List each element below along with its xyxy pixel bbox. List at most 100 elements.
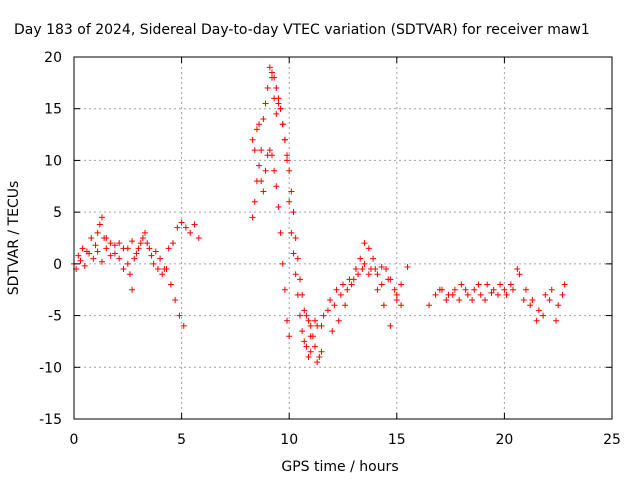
data-point <box>277 229 284 236</box>
data-point <box>275 95 282 102</box>
data-point <box>92 242 99 249</box>
y-axis-title: SDTVAR / TECUs <box>6 181 22 296</box>
data-point <box>456 297 463 304</box>
y-tick-label: 10 <box>44 153 62 169</box>
data-point <box>107 252 114 259</box>
data-point <box>501 286 508 293</box>
data-point <box>514 266 521 273</box>
data-point <box>90 255 97 262</box>
data-point <box>320 312 327 319</box>
data-point <box>331 302 338 309</box>
data-point <box>443 297 450 304</box>
data-point <box>301 338 308 345</box>
data-point <box>279 260 286 267</box>
tick-marks <box>73 56 613 420</box>
data-point <box>273 85 280 92</box>
data-point <box>458 281 465 288</box>
data-point <box>535 307 542 314</box>
data-point <box>462 286 469 293</box>
data-point <box>292 235 299 241</box>
y-tick-label: 20 <box>44 50 62 66</box>
data-point <box>288 188 295 195</box>
data-point <box>139 235 146 241</box>
data-point <box>120 266 127 273</box>
data-point <box>383 266 390 273</box>
data-point <box>561 281 568 288</box>
data-point <box>324 307 331 314</box>
data-point <box>546 297 553 304</box>
data-point <box>497 281 504 288</box>
data-point <box>253 126 260 133</box>
data-point <box>98 214 105 221</box>
data-point <box>271 167 278 174</box>
data-point <box>273 110 280 117</box>
data-point <box>374 271 381 278</box>
data-point <box>256 162 263 169</box>
x-tick-label: 15 <box>388 432 406 448</box>
data-point <box>464 291 471 298</box>
data-point <box>299 291 306 298</box>
data-point <box>374 286 381 293</box>
data-point <box>327 297 334 304</box>
data-point <box>494 291 501 298</box>
data-point <box>286 333 293 340</box>
data-point <box>187 229 194 236</box>
data-point <box>307 333 314 340</box>
data-point <box>367 266 374 273</box>
data-point <box>542 291 549 298</box>
data-point <box>94 248 101 255</box>
data-point <box>284 152 291 159</box>
data-point <box>182 224 189 231</box>
data-point <box>281 136 288 143</box>
data-point <box>137 240 144 247</box>
data-point <box>111 242 118 249</box>
data-point <box>365 271 372 278</box>
data-point <box>266 147 273 154</box>
data-point <box>318 348 325 355</box>
data-point <box>169 240 176 247</box>
data-point <box>262 167 269 174</box>
data-point <box>258 178 265 185</box>
data-point <box>451 286 458 293</box>
data-point <box>548 286 555 293</box>
data-point <box>404 263 411 270</box>
data-point <box>116 255 123 262</box>
data-point <box>144 240 151 247</box>
data-point <box>365 245 372 252</box>
data-point <box>264 85 271 92</box>
data-point <box>154 266 161 273</box>
y-tick-labels: -15 -10 -5 0 5 10 15 20 <box>39 50 62 428</box>
data-point <box>129 238 136 245</box>
data-point <box>271 74 278 81</box>
data-point <box>387 276 394 283</box>
data-point <box>135 245 142 252</box>
data-point <box>378 281 385 288</box>
data-point <box>152 248 159 255</box>
data-point <box>275 203 282 210</box>
y-tick-label: 5 <box>53 205 62 221</box>
data-point <box>391 286 398 293</box>
y-tick-label: 15 <box>44 102 62 118</box>
data-point <box>333 286 340 293</box>
data-point <box>305 317 312 324</box>
data-point <box>286 198 293 205</box>
data-point <box>75 252 82 259</box>
data-point <box>107 240 114 247</box>
data-point <box>249 214 256 221</box>
data-point <box>387 322 394 329</box>
data-point <box>307 348 314 355</box>
plot-frame <box>73 56 613 420</box>
data-point <box>352 266 359 273</box>
data-point <box>432 291 439 298</box>
data-point <box>449 291 456 298</box>
data-point <box>133 250 140 257</box>
data-point <box>288 229 295 236</box>
grid <box>74 57 612 419</box>
data-point <box>103 235 110 241</box>
data-point <box>94 229 101 236</box>
data-point <box>393 297 400 304</box>
data-point <box>488 289 495 296</box>
data-point <box>174 224 181 231</box>
data-point <box>251 198 258 205</box>
data-point <box>131 255 138 262</box>
